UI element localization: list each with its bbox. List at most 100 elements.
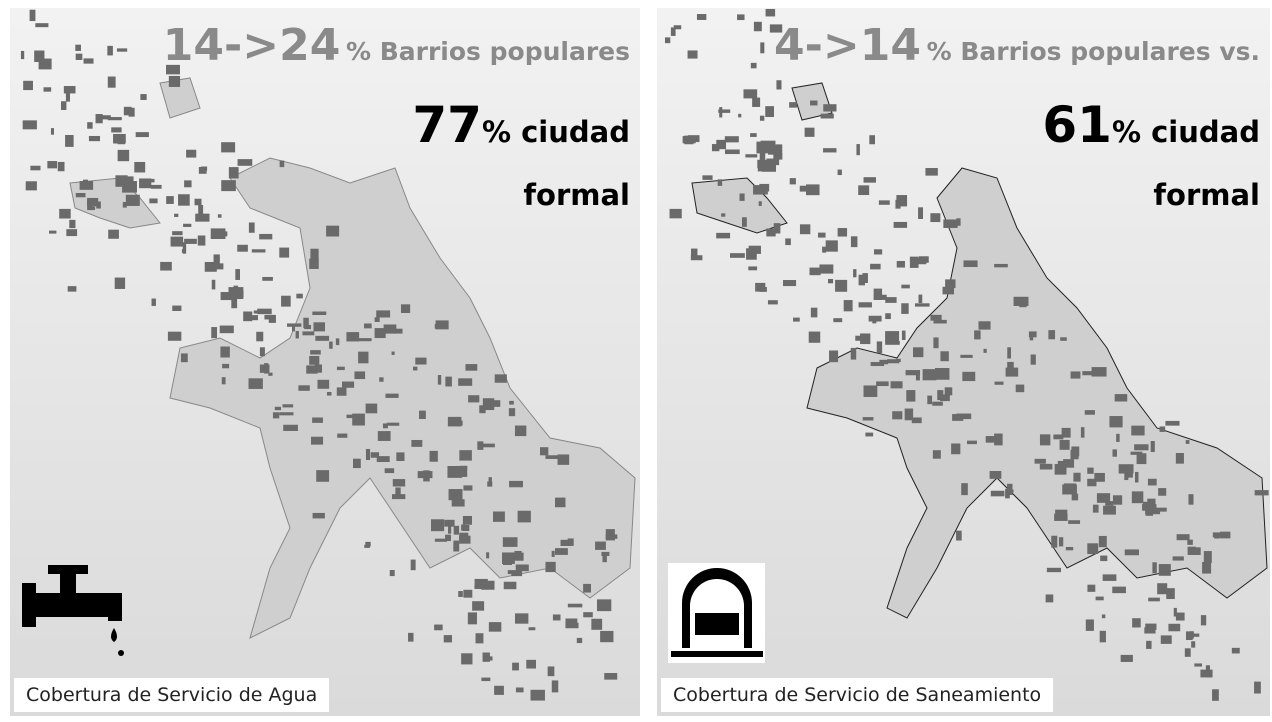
settlement (502, 537, 518, 547)
settlement (691, 248, 698, 259)
settlement (808, 331, 821, 343)
settlement (259, 347, 265, 357)
settlement (228, 167, 239, 179)
settlement (1087, 467, 1094, 474)
settlement (311, 436, 324, 445)
settlement (465, 364, 478, 371)
settlement (956, 218, 961, 226)
settlement (453, 540, 460, 552)
settlement (410, 559, 416, 571)
percent-text: formal (1153, 178, 1260, 212)
settlement (711, 144, 720, 152)
settlement (835, 279, 848, 292)
settlement (776, 80, 782, 90)
settlement (160, 261, 172, 271)
settlement (253, 310, 260, 314)
settlement (219, 325, 234, 334)
settlement (1136, 453, 1147, 465)
settlement (395, 487, 401, 496)
settlement (22, 120, 37, 130)
settlement (1118, 464, 1134, 474)
settlement (197, 235, 206, 246)
settlement (773, 223, 781, 234)
settlement (1212, 689, 1219, 701)
settlement (312, 311, 327, 316)
settlement (316, 470, 330, 482)
settlement (1095, 596, 1104, 601)
settlement (123, 106, 132, 116)
settlement (1068, 520, 1081, 524)
settlement (724, 136, 739, 143)
settlement (1103, 505, 1116, 515)
settlement (1071, 493, 1079, 501)
settlement (374, 317, 380, 322)
settlement (467, 612, 477, 625)
settlement (540, 447, 549, 456)
settlement (274, 406, 282, 411)
settlement (758, 201, 762, 206)
settlement (79, 181, 94, 190)
settlement (528, 627, 536, 631)
settlement (494, 685, 504, 695)
caption: Cobertura de Servicio de Agua (14, 678, 330, 712)
settlement (724, 149, 740, 155)
settlement (1105, 501, 1114, 506)
settlement (30, 165, 41, 171)
settlement (951, 443, 961, 455)
settlement (1080, 427, 1085, 438)
settlement (1059, 439, 1070, 450)
settlement (172, 231, 183, 236)
settlement (1131, 491, 1144, 504)
settlement (509, 480, 523, 488)
settlement (885, 331, 900, 342)
settlement (257, 308, 272, 315)
settlement (117, 149, 130, 162)
settlement (210, 228, 226, 239)
settlement (66, 229, 78, 237)
settlement (182, 242, 187, 254)
settlement (121, 176, 134, 185)
settlement (83, 58, 94, 64)
settlement (1109, 416, 1123, 428)
settlement (447, 466, 463, 478)
settlement (211, 279, 216, 290)
settlement (1157, 583, 1168, 595)
settlement (753, 185, 768, 195)
settlement (1168, 623, 1181, 632)
settlement (696, 14, 707, 20)
settlement (172, 305, 182, 311)
settlement (591, 618, 603, 630)
settlement (664, 37, 671, 44)
settlement (865, 432, 874, 437)
settlement (358, 351, 369, 364)
settlement (354, 371, 366, 380)
settlement (901, 284, 910, 289)
settlement (855, 335, 868, 341)
settlement (88, 135, 101, 142)
settlement (1112, 586, 1126, 594)
settlement (896, 260, 905, 268)
settlement (748, 245, 761, 254)
settlement (314, 364, 322, 373)
settlement (482, 398, 495, 411)
settlement (434, 538, 447, 542)
settlement (1142, 504, 1157, 511)
settlement (282, 404, 294, 408)
settlement (769, 24, 783, 33)
settlement (1046, 567, 1062, 573)
settlement (326, 391, 332, 396)
settlement (150, 184, 162, 189)
settlement (1165, 420, 1180, 426)
settlement (365, 403, 378, 414)
settlement (1124, 471, 1129, 481)
settlement (1028, 331, 1037, 338)
settlement (551, 550, 555, 557)
settlement (309, 355, 320, 365)
settlement (315, 335, 330, 341)
settlement (934, 367, 950, 380)
settlement (180, 353, 188, 363)
settlement (336, 387, 347, 396)
settlement (379, 377, 384, 382)
settlement (248, 378, 263, 389)
settlement (459, 450, 472, 461)
